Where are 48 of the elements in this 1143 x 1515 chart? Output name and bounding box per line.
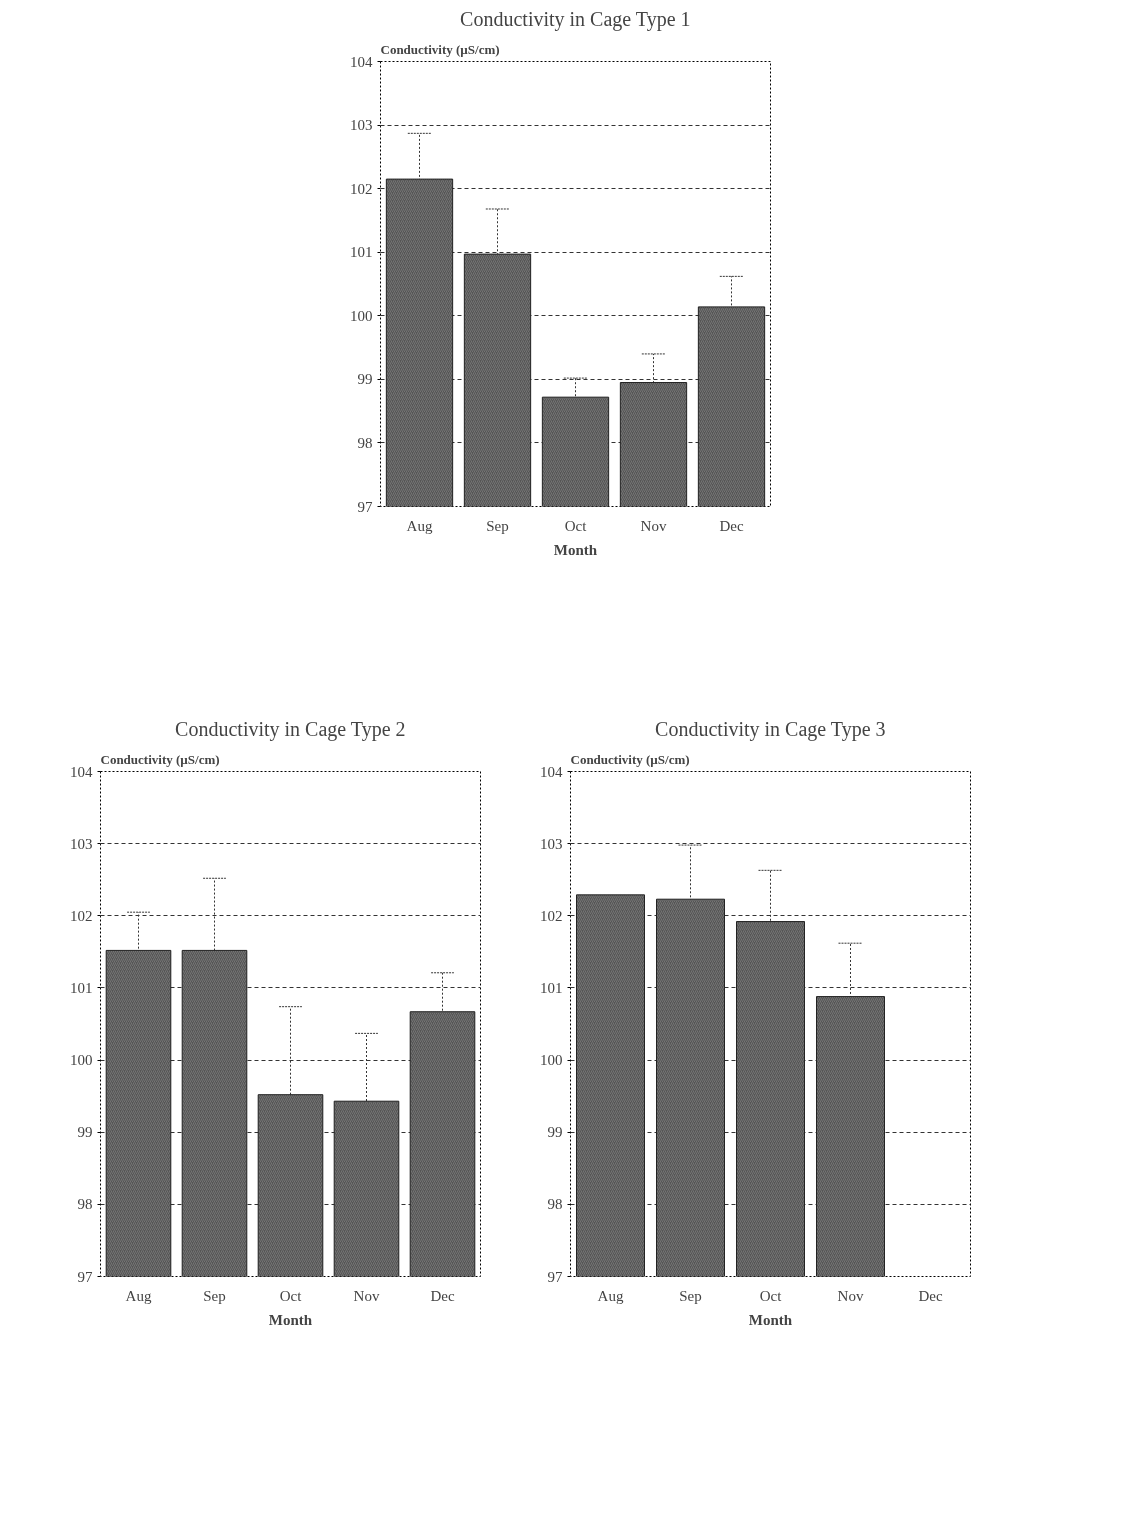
x-tick-label: Aug — [406, 517, 433, 534]
y-axis-title: Conductivity (µS/cm) — [570, 751, 690, 767]
y-tick-label: 102 — [70, 907, 93, 924]
y-tick-label: 104 — [540, 763, 563, 780]
x-tick-label: Aug — [125, 1287, 152, 1304]
y-tick-label: 103 — [350, 117, 373, 134]
y-tick-label: 102 — [350, 180, 373, 197]
y-tick-label: 100 — [540, 1052, 563, 1069]
y-tick-label: 103 — [70, 835, 93, 852]
x-tick-label: Oct — [279, 1287, 303, 1304]
y-axis-title: Conductivity (µS/cm) — [380, 41, 500, 57]
y-tick-label: 102 — [540, 907, 563, 924]
x-axis-title: Month — [268, 1311, 313, 1328]
x-tick-label: Sep — [679, 1287, 702, 1304]
x-tick-label: Nov — [640, 517, 667, 534]
y-tick-label: 97 — [357, 498, 373, 515]
x-tick-label: Aug — [597, 1287, 624, 1304]
x-tick-label: Dec — [719, 517, 744, 534]
chart-title: Conductivity in Cage Type 3 — [655, 717, 886, 741]
y-axis-title: Conductivity (µS/cm) — [100, 751, 220, 767]
y-tick-label: 104 — [350, 53, 373, 70]
y-tick-label: 101 — [350, 244, 373, 261]
y-tick-label: 100 — [70, 1052, 93, 1069]
x-tick-label: Dec — [430, 1287, 455, 1304]
y-tick-label: 104 — [70, 763, 93, 780]
y-tick-label: 100 — [350, 307, 373, 324]
y-tick-label: 98 — [357, 434, 373, 451]
x-tick-label: Oct — [759, 1287, 783, 1304]
x-axis-title: Month — [748, 1311, 793, 1328]
chart-title: Conductivity in Cage Type 2 — [175, 717, 406, 741]
y-tick-label: 97 — [547, 1268, 563, 1285]
x-tick-label: Sep — [486, 517, 509, 534]
chart-title: Conductivity in Cage Type 1 — [460, 7, 691, 31]
x-axis-title: Month — [553, 541, 598, 558]
y-tick-label: 98 — [77, 1196, 93, 1213]
y-tick-label: 101 — [540, 979, 563, 996]
x-tick-label: Nov — [837, 1287, 864, 1304]
y-tick-label: 103 — [540, 835, 563, 852]
y-tick-label: 101 — [70, 979, 93, 996]
x-tick-label: Sep — [203, 1287, 226, 1304]
x-tick-label: Dec — [918, 1287, 943, 1304]
x-tick-label: Oct — [564, 517, 588, 534]
y-tick-label: 99 — [357, 371, 373, 388]
x-tick-label: Nov — [353, 1287, 380, 1304]
y-tick-label: 98 — [547, 1196, 563, 1213]
y-tick-label: 99 — [77, 1124, 93, 1141]
y-tick-label: 97 — [77, 1268, 93, 1285]
y-tick-label: 99 — [547, 1124, 563, 1141]
